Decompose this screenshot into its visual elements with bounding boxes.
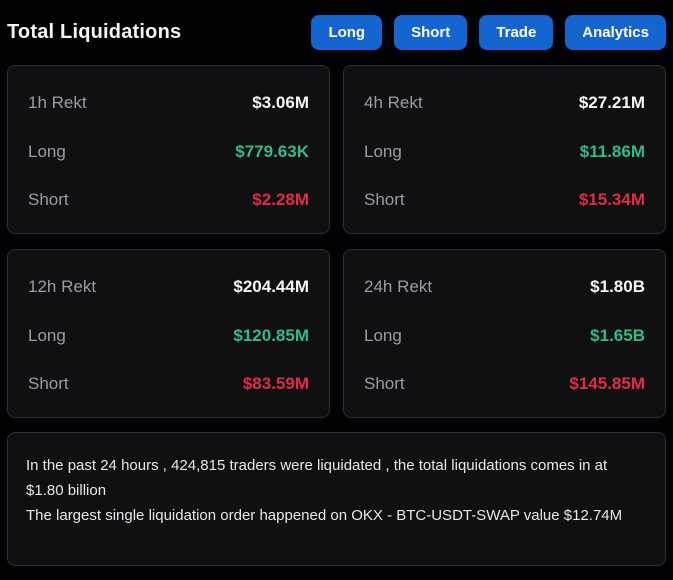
liquidation-cards-grid: 1h Rekt $3.06M Long $779.63K Short $2.28…: [7, 65, 666, 418]
total-value: $27.21M: [578, 93, 645, 112]
short-label: Short: [364, 190, 405, 209]
card-total-row: 4h Rekt $27.21M: [364, 93, 645, 113]
card-4h-rekt: 4h Rekt $27.21M Long $11.86M Short $15.3…: [343, 65, 666, 234]
summary-line-1: In the past 24 hours , 424,815 traders w…: [26, 457, 608, 499]
long-value: $779.63K: [235, 141, 309, 161]
short-value: $2.28M: [252, 190, 309, 209]
summary-panel: In the past 24 hours , 424,815 traders w…: [7, 432, 666, 566]
page-title: Total Liquidations: [7, 21, 182, 43]
period-label: 4h Rekt: [364, 93, 423, 112]
short-label: Short: [28, 374, 69, 393]
card-short-row: Short $2.28M: [28, 190, 309, 210]
long-label: Long: [364, 325, 402, 345]
period-label: 24h Rekt: [364, 277, 433, 296]
card-1h-rekt: 1h Rekt $3.06M Long $779.63K Short $2.28…: [7, 65, 330, 234]
long-label: Long: [28, 141, 66, 161]
total-value: $3.06M: [252, 93, 309, 112]
long-label: Long: [28, 325, 66, 345]
total-value: $1.80B: [590, 277, 645, 296]
short-label: Short: [364, 374, 405, 393]
card-long-row: Long $11.86M: [364, 142, 645, 162]
long-label: Long: [364, 141, 402, 161]
card-short-row: Short $145.85M: [364, 374, 645, 394]
card-long-row: Long $1.65B: [364, 326, 645, 346]
long-value: $120.85M: [233, 325, 309, 345]
card-total-row: 1h Rekt $3.06M: [28, 93, 309, 113]
header: Total Liquidations Long Short Trade Anal…: [7, 0, 666, 65]
long-button[interactable]: Long: [311, 15, 383, 50]
card-short-row: Short $15.34M: [364, 190, 645, 210]
card-total-row: 24h Rekt $1.80B: [364, 277, 645, 297]
analytics-button[interactable]: Analytics: [565, 15, 666, 50]
card-12h-rekt: 12h Rekt $204.44M Long $120.85M Short $8…: [7, 249, 330, 418]
short-value: $15.34M: [578, 190, 645, 209]
card-short-row: Short $83.59M: [28, 374, 309, 394]
period-label: 12h Rekt: [28, 277, 97, 296]
short-button[interactable]: Short: [394, 15, 468, 50]
summary-line-2: The largest single liquidation order hap…: [26, 507, 623, 524]
short-label: Short: [28, 190, 69, 209]
header-button-group: Long Short Trade Analytics: [311, 15, 666, 50]
card-24h-rekt: 24h Rekt $1.80B Long $1.65B Short $145.8…: [343, 249, 666, 418]
card-total-row: 12h Rekt $204.44M: [28, 277, 309, 297]
period-label: 1h Rekt: [28, 93, 87, 112]
long-value: $1.65B: [590, 325, 645, 345]
card-long-row: Long $779.63K: [28, 142, 309, 162]
trade-button[interactable]: Trade: [479, 15, 554, 50]
total-value: $204.44M: [233, 277, 309, 296]
card-long-row: Long $120.85M: [28, 326, 309, 346]
long-value: $11.86M: [579, 141, 645, 161]
short-value: $145.85M: [569, 374, 645, 393]
short-value: $83.59M: [242, 374, 309, 393]
